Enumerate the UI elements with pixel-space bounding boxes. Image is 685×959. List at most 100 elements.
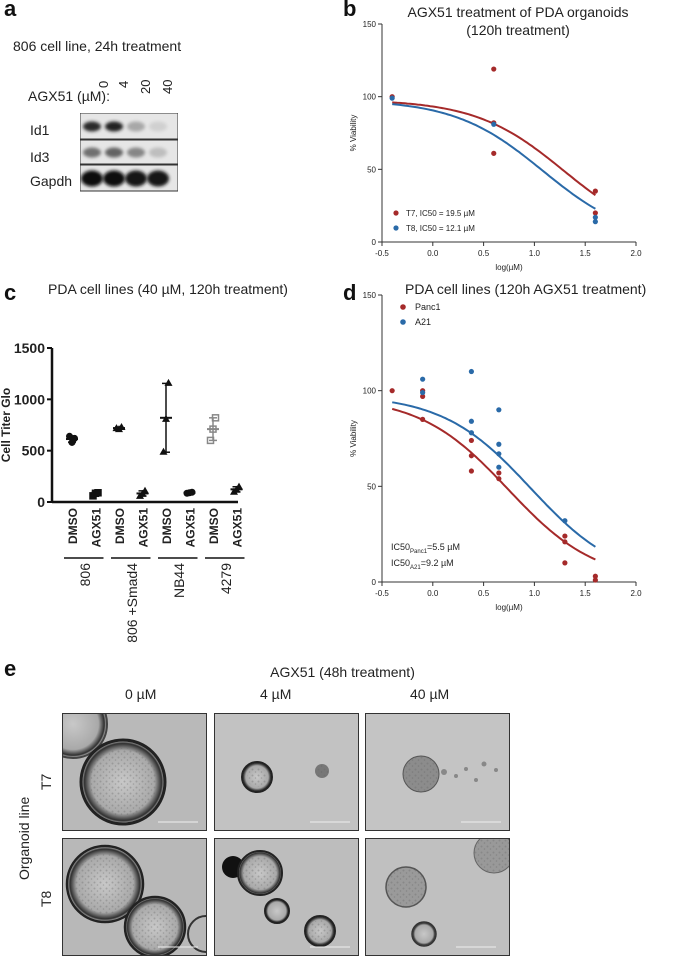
x-tick-label: 1.5 <box>580 589 592 598</box>
y-axis-label: Cell Titer Glo <box>0 388 13 462</box>
micro-title: AGX51 (48h treatment) <box>270 664 415 680</box>
blot-band <box>147 170 169 187</box>
row-label-t8: T8 <box>38 890 54 907</box>
legend-marker <box>393 225 399 231</box>
western-blot <box>80 113 178 192</box>
data-point <box>164 378 173 386</box>
panel-label-e: e <box>4 656 17 681</box>
data-point <box>389 95 395 101</box>
data-point <box>592 573 598 579</box>
chart-c: 0 500 1000 1500 Cell Titer Glo DMSO AGX51 DMSO A… <box>0 340 245 643</box>
y-tick-label: 100 <box>363 387 377 396</box>
blot-band <box>105 121 123 132</box>
x-axis-label: log(µM) <box>495 263 523 272</box>
data-point <box>211 414 220 422</box>
micro-col-2: 40 µM <box>410 686 450 702</box>
data-point <box>562 533 568 539</box>
category-label: AGX51 <box>184 508 198 548</box>
band-label-id3: Id3 <box>30 149 50 165</box>
data-point <box>592 210 598 216</box>
legend-marker <box>393 210 399 216</box>
x-tick-label: -0.5 <box>375 249 389 258</box>
blot-band <box>103 170 125 187</box>
micro-t7-0um <box>62 713 207 831</box>
x-tick-label: 0.0 <box>427 249 439 258</box>
panel-label-c: c <box>4 280 17 305</box>
category-label: AGX51 <box>231 508 245 548</box>
chart-d: 0 50 100 150 -0.5 0.0 0.5 1.0 1.5 2.0 log(µM) % Via… <box>349 291 642 612</box>
blot-band <box>81 170 103 187</box>
y-tick-label: 500 <box>22 443 46 459</box>
fit-curve-t7 <box>392 101 596 197</box>
chart-b-subtitle: (120h treatment) <box>466 22 570 38</box>
ic50-annotation: IC50A21=9.2 µM <box>391 558 454 571</box>
y-tick-label: 100 <box>363 93 377 102</box>
y-tick-label: 0 <box>372 238 377 247</box>
band-label-gapdh: Gapdh <box>30 173 73 189</box>
group-label: 4279 <box>218 563 234 594</box>
blot-band <box>83 147 101 158</box>
x-tick-label: 1.0 <box>529 249 541 258</box>
y-tick-label: 150 <box>363 291 377 300</box>
group-label: 806 <box>77 563 93 587</box>
group-label: 806 +Smad4 <box>124 563 140 643</box>
band-label-id1: Id1 <box>30 122 50 138</box>
data-point <box>468 418 475 424</box>
data-point <box>235 482 243 490</box>
chart-b: 0 50 100 150 -0.5 0.0 0.5 1.0 1.5 2.0 log(µM) % Via… <box>349 20 642 272</box>
category-label: AGX51 <box>137 508 151 548</box>
data-point <box>206 436 215 445</box>
category-label: AGX51 <box>90 508 104 548</box>
data-point <box>496 464 502 470</box>
y-tick-label: 0 <box>372 578 377 587</box>
dose-0: 0 <box>96 80 111 88</box>
micro-col-0: 0 µM <box>125 686 157 702</box>
dose-20: 20 <box>138 79 153 94</box>
y-tick-label: 1500 <box>14 340 45 356</box>
y-axis-label: % Viability <box>349 420 358 457</box>
micro-t8-0um <box>62 838 207 956</box>
organoid-image <box>65 844 206 955</box>
data-point <box>420 376 426 382</box>
x-tick-label: 1.0 <box>529 589 541 598</box>
data-point <box>496 476 502 482</box>
data-point <box>420 389 426 396</box>
category-label: DMSO <box>207 508 221 544</box>
x-tick-label: -0.5 <box>375 589 389 598</box>
blot-band <box>149 121 167 132</box>
data-point <box>496 470 502 476</box>
legend-marker <box>400 304 406 310</box>
data-point <box>420 416 426 422</box>
data-point <box>468 437 475 444</box>
blot-band <box>83 121 101 132</box>
data-point <box>491 150 497 156</box>
data-point <box>491 121 497 127</box>
y-axis-label: % Viability <box>349 115 358 152</box>
panel-label-d: d <box>343 280 357 305</box>
data-point <box>468 430 475 436</box>
data-point <box>420 393 426 400</box>
chart-b-title: AGX51 treatment of PDA organoids <box>407 4 629 20</box>
x-tick-label: 0.5 <box>478 589 490 598</box>
data-point <box>389 388 395 394</box>
x-tick-label: 2.0 <box>630 589 642 598</box>
micro-col-1: 4 µM <box>260 686 292 702</box>
data-point <box>562 518 568 524</box>
data-point <box>592 188 598 194</box>
x-tick-label: 2.0 <box>630 249 642 258</box>
data-point <box>117 423 126 431</box>
dose-label: AGX51 (µM): <box>28 88 110 104</box>
micro-t7-40um <box>365 713 510 831</box>
data-point <box>162 414 170 422</box>
organoid-image <box>63 714 198 826</box>
chart-c-title: PDA cell lines (40 µM, 120h treatment) <box>48 281 288 297</box>
blot-band <box>105 147 123 158</box>
data-point <box>141 486 149 494</box>
legend-marker <box>400 319 406 325</box>
category-label: DMSO <box>66 508 80 544</box>
ic50-annotation: IC50Panc1=5.5 µM <box>391 542 460 555</box>
micro-t7-4um <box>214 713 359 831</box>
fit-curve-t8 <box>392 103 596 210</box>
data-point <box>592 219 598 225</box>
legend-label: T7, IC50 = 19.5 µM <box>406 209 475 218</box>
